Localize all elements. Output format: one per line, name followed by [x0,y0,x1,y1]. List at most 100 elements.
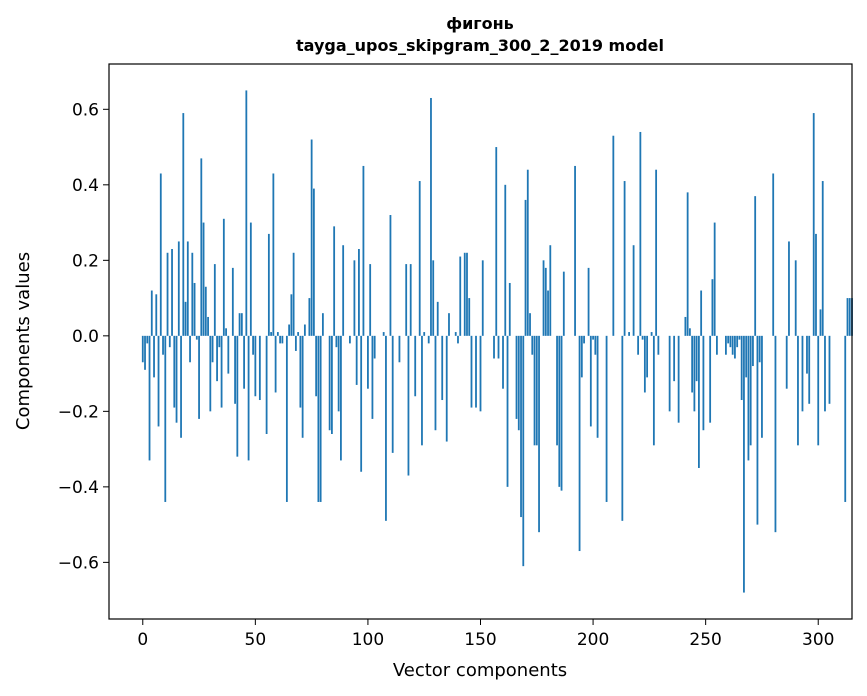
bar-21 [189,335,191,363]
bar-77 [315,335,318,397]
bar-111 [391,335,394,453]
x-tick-label-1: 50 [245,630,267,650]
bar-79 [319,335,322,502]
bar-11 [166,252,169,336]
bar-166 [515,335,518,419]
bar-252 [709,335,712,423]
bar-267 [743,335,745,593]
bar-40 [231,267,234,336]
bar-98 [362,165,365,336]
bar-162 [506,335,509,487]
x-tick-label-3: 150 [464,630,496,650]
bar-123 [418,181,421,336]
chart-title: фигонь [446,14,514,33]
bar-15 [175,335,178,423]
bar-28 [204,286,207,336]
bar-5 [153,335,155,378]
bar-176 [538,335,540,533]
bar-80 [321,313,324,336]
bar-156 [493,335,495,359]
bar-229 [657,335,660,355]
bar-125 [423,332,426,336]
bar-169 [522,335,525,567]
bar-293 [801,335,804,412]
bar-29 [207,316,209,336]
bar-65 [288,324,291,336]
bar-275 [761,335,763,438]
bar-286 [785,335,788,389]
bar-218 [632,245,635,336]
bar-103 [373,335,376,359]
x-axis: 0 50 100 150 200 250 300 [137,619,834,650]
bar-27 [202,222,205,336]
bar-141 [459,256,462,336]
bar-196 [583,335,585,344]
bar-66 [290,294,293,336]
bar-261 [729,335,732,348]
bar-160 [502,335,504,389]
bar-108 [385,335,387,521]
bar-76 [312,188,315,336]
bar-171 [526,169,529,336]
bar-130 [434,335,437,431]
bar-6 [155,294,158,336]
bar-179 [544,267,547,336]
bar-220 [637,335,640,355]
bar-43 [238,313,241,336]
bar-129 [432,260,435,336]
bar-84 [331,335,333,434]
bar-281 [774,335,777,533]
bar-68 [294,335,297,351]
bar-131 [436,301,439,336]
bar-61 [279,335,282,344]
bars-group [141,90,853,593]
bar-33 [216,335,218,382]
bar-87 [337,335,340,412]
bar-124 [421,335,423,446]
bar-298 [812,113,815,336]
bar-127 [427,335,430,344]
bar-119 [409,264,412,336]
bar-59 [274,335,277,393]
bar-74 [308,298,311,336]
bar-89 [342,245,345,336]
bar-255 [716,335,718,355]
bar-30 [209,335,212,412]
bar-273 [756,335,759,525]
bar-234 [668,335,671,412]
bar-312 [844,335,847,502]
bar-31 [211,335,214,363]
bar-55 [265,335,268,434]
bar-300 [817,335,820,446]
bar-148 [475,335,477,408]
bar-242 [686,192,689,336]
bar-94 [353,260,356,336]
bar-158 [497,335,500,359]
x-tick-label-2: 100 [352,630,384,650]
bar-226 [650,332,653,336]
bar-19 [184,301,187,336]
y-tick-label-2: −0.2 [58,402,99,422]
bar-52 [258,335,261,401]
bar-287 [788,241,790,336]
bar-270 [749,335,752,446]
bar-48 [249,222,252,336]
bar-71 [301,335,304,438]
bar-209 [612,135,615,336]
bar-272 [754,196,757,336]
bar-238 [677,335,680,423]
bar-92 [349,335,351,344]
bar-136 [448,313,450,336]
bar-95 [355,335,358,385]
bar-25 [198,335,200,419]
bar-10 [164,335,167,502]
bar-101 [369,264,372,336]
bar-186 [560,335,563,491]
y-tick-label-3: 0.0 [72,327,99,347]
bar-221 [639,131,642,336]
bar-184 [556,335,558,446]
bar-264 [736,335,739,348]
y-tick-label-5: 0.4 [72,176,99,196]
bar-248 [700,290,703,336]
